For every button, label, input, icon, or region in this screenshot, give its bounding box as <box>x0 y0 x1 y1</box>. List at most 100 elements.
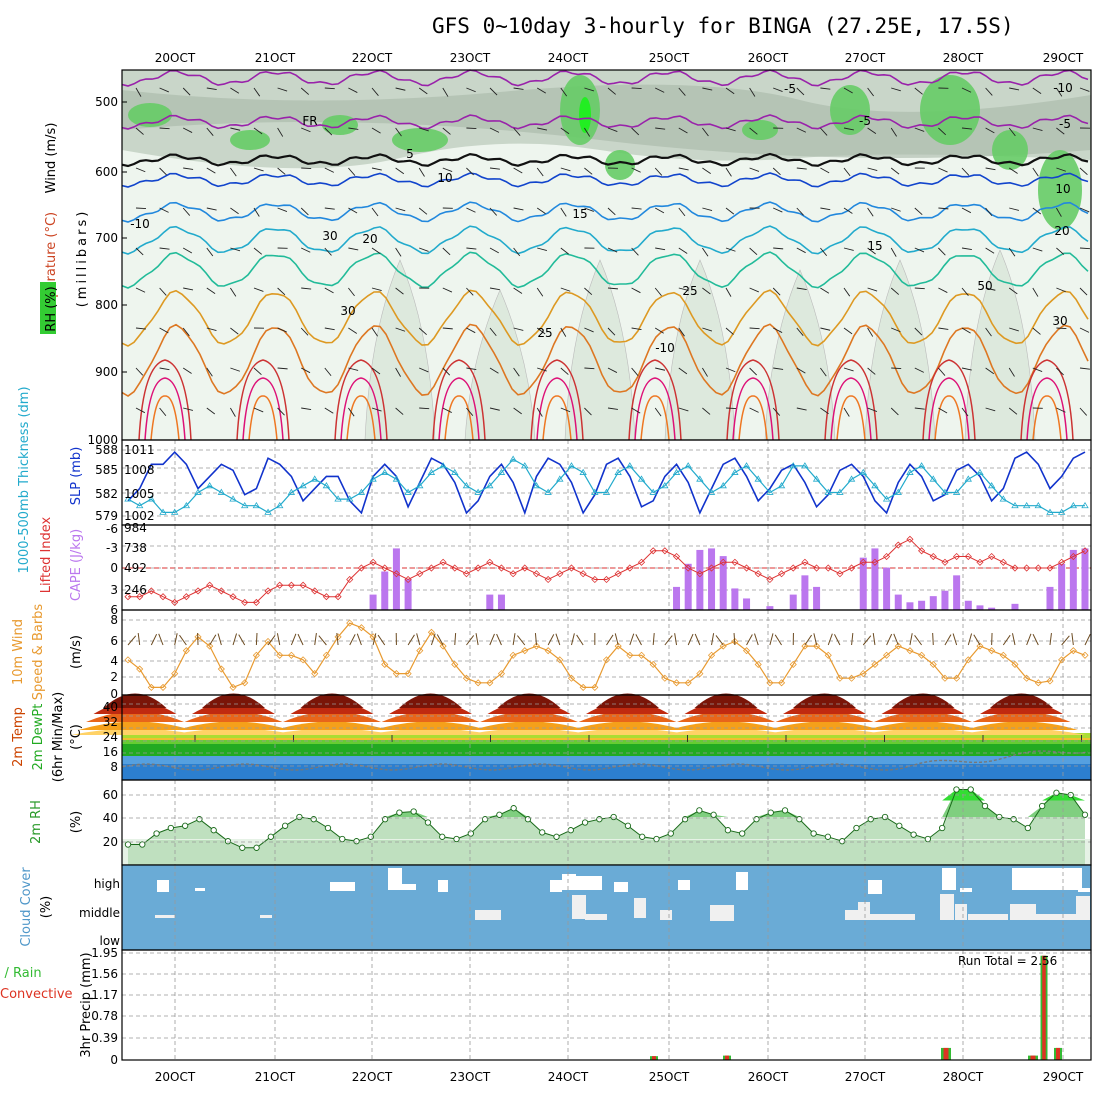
temp-band <box>122 733 1091 738</box>
wind-barb <box>418 327 427 336</box>
wind-barb <box>1032 367 1043 373</box>
cape-bar <box>789 594 797 610</box>
wind-barb <box>1056 167 1067 172</box>
isotherm-label: 25 <box>682 284 697 298</box>
cape-bar <box>813 586 821 610</box>
thickness-point <box>474 488 482 495</box>
wind-barb-sfc <box>276 633 281 646</box>
wind-speed-point <box>544 647 552 655</box>
temp-units-label: (°C) <box>69 724 84 750</box>
rh-point <box>853 824 860 832</box>
cloud-mid <box>1010 904 1036 920</box>
temp-ytick: 8 <box>110 760 118 774</box>
wind-barb <box>183 407 194 411</box>
li-point <box>439 558 447 566</box>
wind-barb <box>489 87 498 96</box>
wind-barb <box>489 127 500 133</box>
wind-barb-sfc <box>314 633 317 646</box>
rh-blob-core <box>579 97 591 133</box>
rh-point <box>1010 816 1017 823</box>
wind-barb <box>985 207 993 217</box>
cloud-tick: middle <box>79 906 120 920</box>
wind-barb <box>419 407 430 410</box>
wind-barb <box>135 127 144 135</box>
wind-barb-sfc <box>179 634 187 646</box>
rh-point <box>924 835 932 843</box>
iso-hot <box>726 359 780 441</box>
wind-barb <box>419 247 429 252</box>
wind-barb <box>1009 207 1020 211</box>
isotherm-label: 15 <box>867 239 882 253</box>
wind-barb-sfc <box>349 634 356 646</box>
wind-speed-point <box>532 642 541 650</box>
wind-barb <box>985 127 995 134</box>
thickness-point <box>801 462 809 469</box>
wind-barb-sfc <box>635 634 642 646</box>
temp-warm <box>71 728 199 735</box>
wind-speed-point <box>684 679 692 687</box>
wind-barb <box>253 247 263 255</box>
wind-barb <box>300 327 309 336</box>
thickness-point <box>754 475 762 482</box>
temp-warm <box>669 721 783 730</box>
wind-barb <box>702 287 711 295</box>
iso-hot <box>836 395 866 441</box>
wind-barb <box>159 207 169 213</box>
wind-barb-sfc <box>555 633 561 646</box>
wind-barb-sfc <box>318 635 327 646</box>
wind-speed-point <box>696 670 704 678</box>
wind-barb <box>796 207 804 216</box>
wind-barb-sfc <box>547 634 555 646</box>
wind-barb <box>796 87 805 96</box>
li-point <box>742 564 751 572</box>
thickness-point <box>544 488 552 495</box>
wind-barb <box>938 287 948 293</box>
wind-barb-sfc <box>967 633 973 646</box>
rh-blob <box>322 115 358 135</box>
wind-barb-sfc <box>973 634 981 646</box>
wind-barb <box>725 87 735 95</box>
thickness-point <box>882 495 891 502</box>
wind-barb <box>466 207 476 213</box>
thickness-point <box>696 475 704 482</box>
wind-barb <box>206 127 214 136</box>
wind-barb-sfc <box>804 634 813 646</box>
wind-barb <box>300 367 311 374</box>
wind-speed-point <box>392 670 400 678</box>
wind-barb <box>135 407 146 414</box>
cape-bar <box>953 575 961 610</box>
wind-barb <box>961 127 972 130</box>
wind-barb <box>796 167 807 170</box>
rh-blob <box>1038 150 1082 230</box>
iso-hot <box>738 395 768 441</box>
rh-point <box>867 816 874 823</box>
wind-speed-point <box>124 656 132 664</box>
wind-barb <box>891 367 902 369</box>
wind-speed-point <box>813 642 821 650</box>
wind-barb <box>206 247 214 257</box>
wind-barb <box>985 407 996 412</box>
iso-15 <box>121 225 1089 255</box>
wind-barb <box>1056 327 1067 329</box>
wind-barb <box>277 167 286 175</box>
iso-hot <box>732 377 774 441</box>
wind-barb <box>631 287 641 294</box>
thick-ytick: 582 <box>95 487 118 501</box>
wind-barb <box>890 287 900 295</box>
wind-barb-sfc <box>715 635 724 646</box>
li-point <box>813 564 821 572</box>
cloud-mid <box>845 910 863 920</box>
wind-barb <box>725 247 736 252</box>
wind-speed-point <box>322 651 330 659</box>
wind-barb <box>277 327 287 333</box>
wind-barb <box>985 367 995 375</box>
wind-barb <box>395 167 405 175</box>
cape-bar <box>941 590 949 610</box>
date-label-bottom: 26OCT <box>748 1070 789 1084</box>
thickness-point <box>159 508 167 515</box>
thickness-point <box>170 508 179 515</box>
li-point <box>918 547 926 555</box>
wind-speed-point <box>556 656 564 664</box>
li-point <box>754 570 762 578</box>
wind-speed-point <box>801 642 809 650</box>
